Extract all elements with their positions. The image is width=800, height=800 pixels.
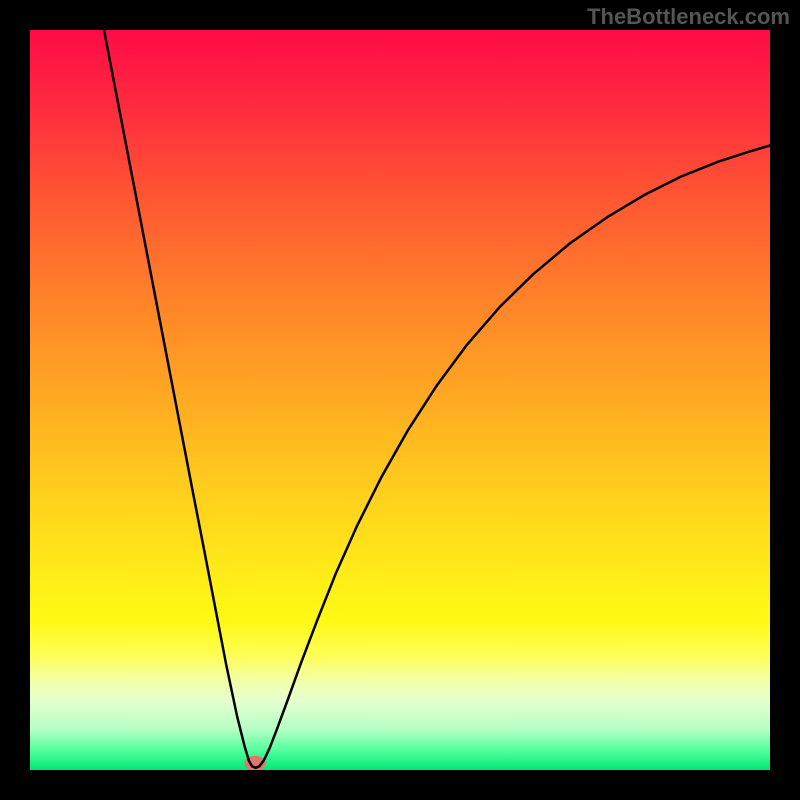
gradient-background [30, 30, 770, 770]
plot-svg [30, 30, 770, 770]
watermark-label: TheBottleneck.com [587, 4, 790, 30]
chart-stage: TheBottleneck.com [0, 0, 800, 800]
plot-area [30, 30, 770, 770]
